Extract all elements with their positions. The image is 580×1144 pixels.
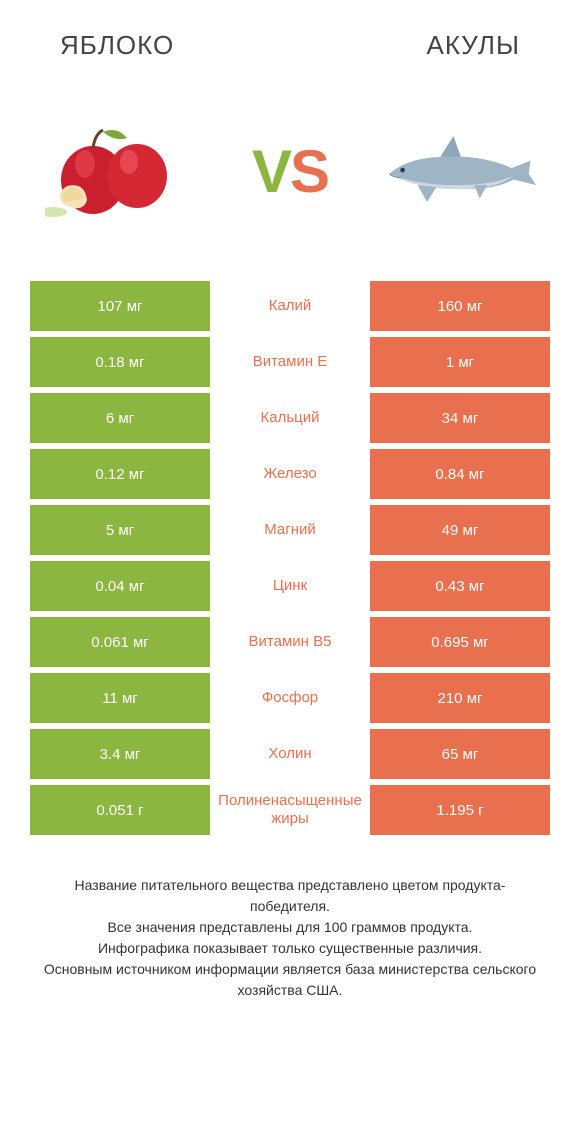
comparison-row: 0.051 гПолиненасыщенные жиры1.195 г [30, 785, 550, 835]
footer-notes: Название питательного вещества представл… [30, 875, 550, 1001]
right-value: 160 мг [370, 281, 550, 331]
header: ЯБЛОКО АКУЛЫ [30, 30, 550, 61]
nutrient-label: Магний [210, 505, 370, 555]
nutrient-label: Фосфор [210, 673, 370, 723]
right-product-title: АКУЛЫ [426, 30, 520, 61]
left-value: 0.051 г [30, 785, 210, 835]
right-value: 1 мг [370, 337, 550, 387]
footer-line-3: Инфографика показывает только существенн… [35, 938, 545, 959]
nutrient-label: Кальций [210, 393, 370, 443]
right-value: 210 мг [370, 673, 550, 723]
comparison-row: 0.18 мгВитамин E1 мг [30, 337, 550, 387]
left-value: 0.18 мг [30, 337, 210, 387]
nutrient-label: Витамин B5 [210, 617, 370, 667]
comparison-row: 5 мгМагний49 мг [30, 505, 550, 555]
vs-row: VS [30, 111, 550, 231]
shark-image [380, 111, 540, 231]
right-value: 0.43 мг [370, 561, 550, 611]
right-value: 49 мг [370, 505, 550, 555]
left-value: 3.4 мг [30, 729, 210, 779]
left-product-title: ЯБЛОКО [60, 30, 174, 61]
left-value: 11 мг [30, 673, 210, 723]
vs-label: VS [252, 137, 328, 206]
nutrient-label: Цинк [210, 561, 370, 611]
left-value: 5 мг [30, 505, 210, 555]
right-value: 65 мг [370, 729, 550, 779]
left-value: 0.04 мг [30, 561, 210, 611]
comparison-row: 11 мгФосфор210 мг [30, 673, 550, 723]
comparison-row: 0.061 мгВитамин B50.695 мг [30, 617, 550, 667]
left-value: 6 мг [30, 393, 210, 443]
comparison-row: 107 мгКалий160 мг [30, 281, 550, 331]
nutrient-label: Полиненасыщенные жиры [210, 785, 370, 835]
vs-s-letter: S [290, 138, 328, 205]
right-value: 1.195 г [370, 785, 550, 835]
vs-v-letter: V [252, 138, 290, 205]
comparison-row: 6 мгКальций34 мг [30, 393, 550, 443]
comparison-row: 3.4 мгХолин65 мг [30, 729, 550, 779]
nutrient-label: Холин [210, 729, 370, 779]
apple-image [40, 111, 200, 231]
shark-icon [380, 126, 540, 216]
comparison-table: 107 мгКалий160 мг 0.18 мгВитамин E1 мг 6 м… [30, 281, 550, 835]
right-value: 0.695 мг [370, 617, 550, 667]
left-value: 107 мг [30, 281, 210, 331]
nutrient-label: Железо [210, 449, 370, 499]
left-value: 0.061 мг [30, 617, 210, 667]
apple-icon [45, 116, 195, 226]
comparison-row: 0.04 мгЦинк0.43 мг [30, 561, 550, 611]
right-value: 34 мг [370, 393, 550, 443]
footer-line-4: Основным источником информации является … [35, 959, 545, 1001]
right-value: 0.84 мг [370, 449, 550, 499]
footer-line-2: Все значения представлены для 100 граммо… [35, 917, 545, 938]
nutrient-label: Калий [210, 281, 370, 331]
footer-line-1: Название питательного вещества представл… [35, 875, 545, 917]
nutrient-label: Витамин E [210, 337, 370, 387]
comparison-row: 0.12 мгЖелезо0.84 мг [30, 449, 550, 499]
left-value: 0.12 мг [30, 449, 210, 499]
